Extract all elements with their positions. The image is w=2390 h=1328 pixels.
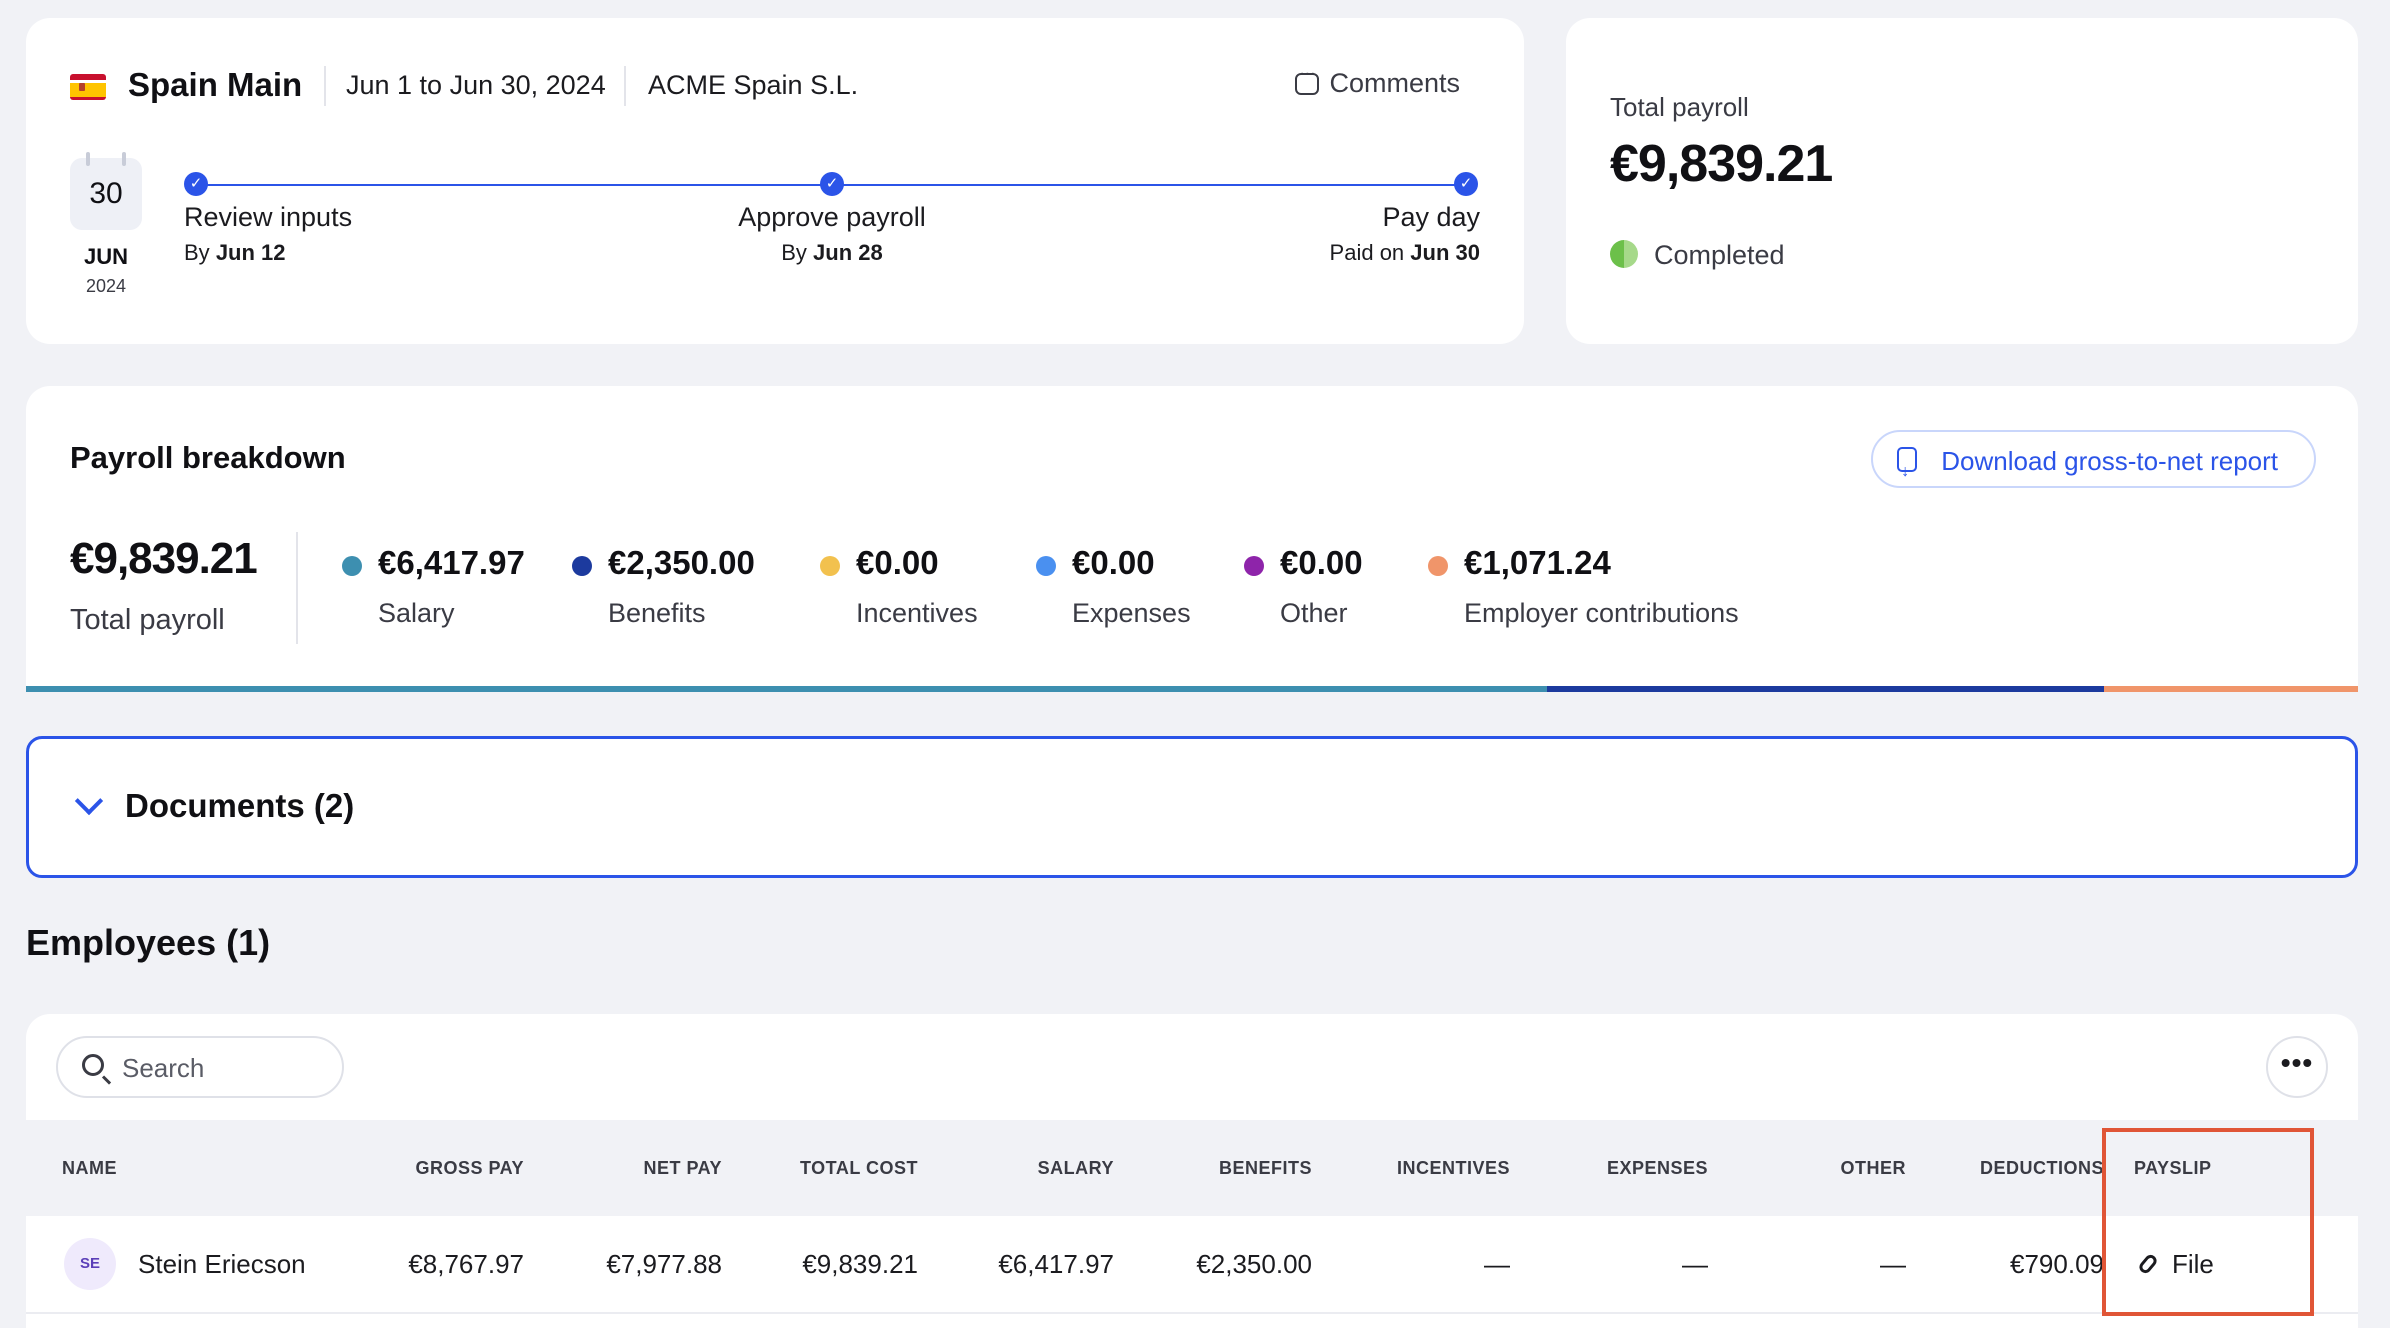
breakdown-total-value: €9,839.21 (70, 534, 258, 583)
cell-other: — (1880, 1249, 1906, 1279)
documents-title: Documents (2) (125, 787, 355, 824)
step-approve-payroll-date: By Jun 28 (781, 240, 883, 265)
column-benefits[interactable]: BENEFITS (1218, 1158, 1312, 1178)
divider (296, 532, 298, 644)
column-name[interactable]: NAME (62, 1158, 117, 1178)
cell-total-cost: €9,839.21 (802, 1249, 918, 1279)
pay-date-calendar: 30 (70, 152, 142, 230)
step-review-inputs: Review inputs (184, 202, 353, 232)
payroll-summary-card: Spain Main Jun 1 to Jun 30, 2024 ACME Sp… (26, 18, 1524, 344)
status-icon (1610, 240, 1638, 268)
breakdown-label: Expenses (1072, 598, 1191, 628)
total-payroll-card: Total payroll €9,839.21 Completed (1566, 18, 2358, 344)
breakdown-value: €0.00 (1280, 544, 1363, 581)
breakdown-title: Payroll breakdown (70, 440, 346, 475)
calendar-day: 30 (89, 177, 123, 210)
calendar-year: 2024 (85, 276, 127, 296)
payroll-period: Jun 1 to Jun 30, 2024 (346, 70, 606, 100)
breakdown-value: €0.00 (856, 544, 939, 581)
payroll-title: Spain Main (128, 66, 303, 103)
divider (624, 66, 626, 106)
cell-net-pay: €7,977.88 (606, 1249, 722, 1279)
column-salary[interactable]: SALARY (1037, 1158, 1114, 1178)
chevron-down-icon (74, 786, 104, 816)
legend-dot (1036, 556, 1056, 576)
comment-icon (1295, 65, 1320, 95)
legal-entity: ACME Spain S.L. (648, 70, 859, 100)
payslip-column-highlight (2102, 1128, 2314, 1316)
legend-dot (342, 556, 362, 576)
column-payslip[interactable]: PAYSLIP (2134, 1158, 2212, 1178)
step-review-inputs-date: By Jun 12 (184, 240, 286, 265)
breakdown-label: Other (1280, 598, 1348, 628)
table-row[interactable]: SE Stein Eriecson €8,767.97 €7,977.88 €9… (26, 1216, 2358, 1314)
total-payroll-value: €9,839.21 (1610, 135, 1833, 193)
breakdown-bar-segment (26, 686, 1548, 692)
step-check-icon: ✓ (184, 172, 208, 196)
calendar-month: JUN (83, 244, 128, 269)
table-header: NAME GROSS PAY NET PAY TOTAL COST SALARY… (26, 1120, 2358, 1216)
employees-table-card: ••• NAME GROSS PAY NET PAY TOTAL COST SA… (26, 1014, 2358, 1328)
download-report-button[interactable]: Download gross-to-net report (1871, 430, 2316, 501)
breakdown-value: €2,350.00 (608, 544, 755, 581)
legend-dot (1244, 556, 1264, 576)
comments-button[interactable]: Comments (1295, 65, 1460, 99)
breakdown-label: Incentives (856, 598, 978, 628)
breakdown-label: Employer contributions (1464, 598, 1739, 628)
spain-flag-icon (70, 74, 106, 100)
cell-deductions: €790.09 (2010, 1249, 2104, 1279)
step-check-icon: ✓ (820, 172, 844, 196)
breakdown-bar-segment (1547, 686, 2105, 692)
more-options-button[interactable]: ••• (2266, 1036, 2328, 1098)
status-badge: Completed (1654, 240, 1785, 270)
column-net-pay[interactable]: NET PAY (643, 1158, 722, 1178)
legend-dot (820, 556, 840, 576)
comments-label: Comments (1329, 68, 1460, 98)
step-pay-day: Pay day (1382, 202, 1480, 232)
employee-name[interactable]: Stein Eriecson (138, 1249, 306, 1279)
avatar: SE (64, 1238, 116, 1290)
cell-expenses: — (1682, 1249, 1708, 1279)
breakdown-total-label: Total payroll (70, 604, 225, 636)
search-field[interactable] (56, 1036, 344, 1098)
cell-incentives: — (1484, 1249, 1510, 1279)
column-gross-pay[interactable]: GROSS PAY (415, 1158, 524, 1178)
divider (324, 66, 326, 106)
search-input[interactable] (120, 1048, 324, 1088)
search-icon (82, 1054, 104, 1076)
breakdown-label: Benefits (608, 598, 706, 628)
breakdown-bar-segment (2104, 686, 2358, 692)
step-pay-day-date: Paid on Jun 30 (1329, 240, 1480, 265)
column-expenses[interactable]: EXPENSES (1606, 1158, 1708, 1178)
cell-gross-pay: €8,767.97 (408, 1249, 524, 1279)
step-check-icon: ✓ (1454, 172, 1478, 196)
column-total-cost[interactable]: TOTAL COST (799, 1158, 918, 1178)
column-other[interactable]: OTHER (1840, 1158, 1906, 1178)
column-deductions[interactable]: DEDUCTIONS (1979, 1158, 2104, 1178)
payslip-file-link[interactable]: File (2136, 1216, 2214, 1312)
documents-accordion[interactable]: Documents (2) (26, 736, 2358, 878)
payroll-breakdown-card: Payroll breakdown Download gross-to-net … (26, 386, 2358, 692)
legend-dot (1428, 556, 1448, 576)
breakdown-value: €0.00 (1072, 544, 1155, 581)
download-file-icon (1897, 443, 1918, 501)
breakdown-label: Salary (378, 598, 455, 628)
step-approve-payroll: Approve payroll (738, 202, 926, 232)
download-report-label: Download gross-to-net report (1941, 446, 2278, 476)
breakdown-value: €1,071.24 (1464, 544, 1611, 581)
column-incentives[interactable]: INCENTIVES (1396, 1158, 1510, 1178)
employees-title: Employees (1) (26, 922, 271, 963)
cell-benefits: €2,350.00 (1196, 1249, 1312, 1279)
payslip-file-label: File (2172, 1249, 2214, 1279)
cell-salary: €6,417.97 (998, 1249, 1114, 1279)
total-payroll-label: Total payroll (1610, 92, 1749, 122)
breakdown-value: €6,417.97 (378, 544, 525, 581)
legend-dot (572, 556, 592, 576)
